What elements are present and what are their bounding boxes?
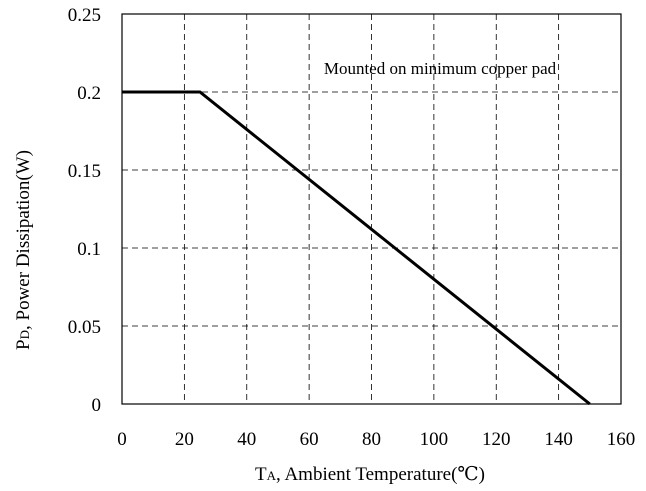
y-tick-label: 0 xyxy=(92,395,102,416)
x-tick-label: 40 xyxy=(237,429,256,450)
y-axis-label-subscript: D xyxy=(17,330,32,339)
y-tick-label: 0.15 xyxy=(68,161,101,182)
y-tick-label: 0.05 xyxy=(68,317,101,338)
x-axis-label-symbol: T xyxy=(255,464,267,485)
chart-annotation: Mounted on minimum copper pad xyxy=(324,59,557,78)
x-tick-label: 100 xyxy=(420,429,449,450)
x-tick-label: 80 xyxy=(362,429,381,450)
y-axis-label: PD, Power Dissipation(W) xyxy=(13,150,34,350)
x-tick-label: 0 xyxy=(117,429,127,450)
y-axis-label-text: , Power Dissipation(W) xyxy=(13,150,34,330)
x-tick-label: 140 xyxy=(544,429,573,450)
y-tick-labels: 0 0.05 0.1 0.15 0.2 0.25 xyxy=(68,5,101,416)
x-tick-label: 60 xyxy=(300,429,319,450)
x-axis-label: TA, Ambient Temperature(℃) xyxy=(255,464,485,485)
x-tick-label: 20 xyxy=(175,429,194,450)
x-axis-label-text: , Ambient Temperature(℃) xyxy=(276,464,485,485)
y-tick-label: 0.1 xyxy=(77,239,101,260)
x-tick-labels: 0 20 40 60 80 100 120 140 160 xyxy=(117,429,635,450)
x-tick-label: 160 xyxy=(607,429,636,450)
y-tick-label: 0.2 xyxy=(77,83,101,104)
x-tick-label: 120 xyxy=(482,429,511,450)
y-tick-label: 0.25 xyxy=(68,5,101,26)
y-axis-label-symbol: P xyxy=(13,339,34,350)
